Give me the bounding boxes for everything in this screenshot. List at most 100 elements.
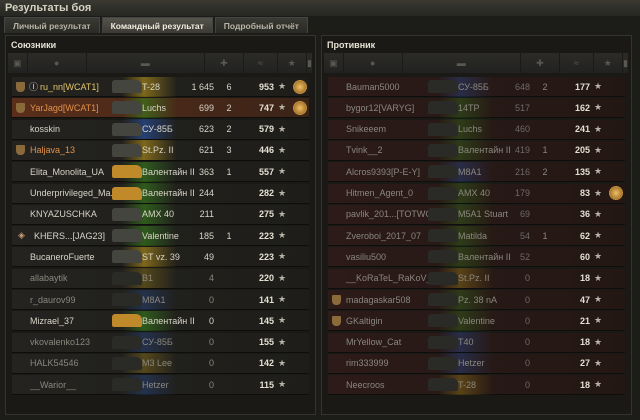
xp-icon[interactable]: ★ <box>278 53 308 73</box>
frags-value: 1 <box>226 166 232 177</box>
tank-icon <box>112 80 142 93</box>
player-row[interactable]: Zveroboi_2017_07 Matilda 54 1 62 ★ <box>328 225 625 247</box>
tank-icon[interactable]: ▬ <box>87 53 205 73</box>
squad-icon[interactable]: ▣ <box>8 53 28 73</box>
xp-icon[interactable]: ★ <box>594 53 624 73</box>
player-row[interactable]: ◈ KHERS...[JAG23] Valentine 185 1 223 ★ <box>12 225 309 247</box>
damage-icon[interactable]: ✚ <box>205 53 245 73</box>
player-row[interactable]: kosskin СУ-85Б 623 2 579 ★ <box>12 119 309 140</box>
tank-name: Валентайн II <box>458 251 511 262</box>
player-row[interactable]: KNYAZUSCHKA AMX 40 211 275 ★ <box>12 204 309 225</box>
star-icon: ★ <box>278 230 287 241</box>
damage-icon[interactable]: ✚ <box>521 53 561 73</box>
star-icon: ★ <box>594 208 603 219</box>
xp-value: 18 <box>579 337 590 348</box>
player-name: madagaskar508 <box>346 294 411 305</box>
player-row[interactable]: pavlik_201...[TOTWC] M5A1 Stuart 69 36 ★ <box>328 204 625 225</box>
player-name: rim333999 <box>346 358 389 369</box>
player-name: KHERS...[JAG23] <box>34 230 106 241</box>
player-row[interactable]: Snikeeem Luchs 460 241 ★ <box>328 119 625 140</box>
frags-value: 3 <box>226 145 232 156</box>
player-icon[interactable]: ● <box>344 53 403 73</box>
damage-value: 244 <box>198 188 214 198</box>
frags-icon[interactable]: ≈ <box>560 53 594 73</box>
player-row[interactable]: Elita_Monolita_UA Валентайн II 363 1 557 ★ <box>12 161 309 183</box>
tab-personal[interactable]: Личный результат <box>4 17 100 33</box>
player-row[interactable]: __KoRaTeL_RaKoV__ St.Pz. II 0 18 ★ <box>328 268 625 289</box>
player-row[interactable]: __Warior__ Hetzer 0 115 ★ <box>12 374 309 396</box>
tank-icon <box>112 314 142 328</box>
star-icon: ★ <box>594 315 603 326</box>
medal-icon[interactable] <box>293 100 307 115</box>
damage-value: 69 <box>519 209 530 220</box>
player-row[interactable]: Mizrael_37 Валентайн II 0 145 ★ <box>12 310 309 332</box>
column-header: ▣ ● ▬ ✚ ≈ ★ ▮ <box>324 53 629 73</box>
frags-value: 2 <box>542 166 548 177</box>
tab-team[interactable]: Командный результат <box>101 17 213 33</box>
player-row[interactable]: Haljava_13 St.Pz. II 621 3 446 ★ <box>12 140 309 161</box>
medal-icon[interactable]: ▮ <box>623 53 629 73</box>
player-row[interactable]: MrYellow_Cat T40 0 18 ★ <box>328 332 625 353</box>
player-row[interactable]: rim333999 Hetzer 0 27 ★ <box>328 353 625 374</box>
column-header: ▣ ● ▬ ✚ ≈ ★ ▮ <box>8 53 313 73</box>
tank-name: Валентайн II <box>142 166 195 177</box>
xp-value: 60 <box>579 251 590 262</box>
star-icon: ★ <box>594 251 603 262</box>
player-row[interactable]: Underprivileged_Ma... Валентайн II 244 282 ★ <box>12 183 309 204</box>
xp-value: 18 <box>579 273 590 284</box>
player-name: Elita_Monolita_UA <box>30 166 105 177</box>
tab-detailed[interactable]: Подробный отчёт <box>214 17 308 33</box>
player-row[interactable]: bygor12[VARYG] 14TP 517 162 ★ <box>328 97 625 119</box>
tank-icon[interactable]: ▬ <box>403 53 521 73</box>
damage-value: 185 <box>198 230 214 241</box>
tank-icon <box>428 378 458 392</box>
squad-icon[interactable]: ▣ <box>324 53 344 73</box>
player-row[interactable]: HALK54546 M3 Lee 0 142 ★ <box>12 353 309 374</box>
squad-badge-icon <box>16 102 25 113</box>
tank-icon <box>428 271 458 285</box>
player-row[interactable]: Hitmen_Agent_0 AMX 40 179 83 ★ <box>328 183 625 204</box>
player-name: __Warior__ <box>30 379 77 390</box>
tank-icon <box>112 378 142 392</box>
player-row[interactable]: vasiliu500 Валентайн II 52 60 ★ <box>328 246 625 268</box>
player-row[interactable]: r_daurov99 M8A1 0 141 ★ <box>12 289 309 310</box>
tank-name: Luchs <box>458 124 483 135</box>
tank-name: M3 Lee <box>142 358 173 369</box>
xp-value: 953 <box>258 81 274 92</box>
medal-icon[interactable]: ▮ <box>307 53 313 73</box>
star-icon: ★ <box>594 272 603 283</box>
damage-value: 49 <box>203 251 214 262</box>
damage-value: 517 <box>514 102 530 113</box>
star-icon: ★ <box>278 272 287 283</box>
frags-icon[interactable]: ≈ <box>244 53 278 73</box>
tank-icon <box>112 271 142 285</box>
tank-name: Valentine <box>458 315 495 326</box>
player-row[interactable]: Neecroos T-28 0 18 ★ <box>328 374 625 396</box>
player-row[interactable]: vkovalenko123 СУ-85Б 0 155 ★ <box>12 332 309 353</box>
title-bar <box>0 0 640 16</box>
tank-name: СУ-85Б <box>458 81 489 92</box>
xp-value: 83 <box>579 188 590 198</box>
tank-name: Valentine <box>142 230 179 241</box>
tank-name: Валентайн II <box>142 315 195 326</box>
player-row[interactable]: GKaltigin Valentine 0 21 ★ <box>328 310 625 332</box>
damage-value: 699 <box>198 102 214 113</box>
xp-value: 205 <box>574 145 590 156</box>
tank-icon <box>428 143 458 157</box>
tank-name: Matilda <box>458 230 488 241</box>
player-row[interactable]: ru_nn[WCAT1] Ⓘ T-28 1 645 6 953 ★ <box>12 76 309 97</box>
damage-value: 0 <box>208 315 214 326</box>
medal-icon[interactable] <box>293 79 307 94</box>
player-icon[interactable]: ● <box>28 53 87 73</box>
xp-value: 145 <box>258 315 274 326</box>
player-row[interactable]: allabaytik B1 4 220 ★ <box>12 268 309 289</box>
medal-icon[interactable] <box>609 186 623 200</box>
damage-value: 179 <box>514 188 530 198</box>
player-row[interactable]: Alcros9393[P-E-Y] M8A1 216 2 135 ★ <box>328 161 625 183</box>
player-row[interactable]: madagaskar508 Pz. 38 nA 0 47 ★ <box>328 289 625 310</box>
player-row[interactable]: Bauman5000 СУ-85Б 648 2 177 ★ <box>328 76 625 97</box>
player-row[interactable]: BucaneroFuerte ST vz. 39 49 223 ★ <box>12 246 309 268</box>
player-row[interactable]: YarJagd[WCAT1] Luchs 699 2 747 ★ <box>12 97 309 119</box>
player-row[interactable]: Tvink__2 Валентайн II 419 1 205 ★ <box>328 140 625 161</box>
tank-icon <box>428 314 458 328</box>
